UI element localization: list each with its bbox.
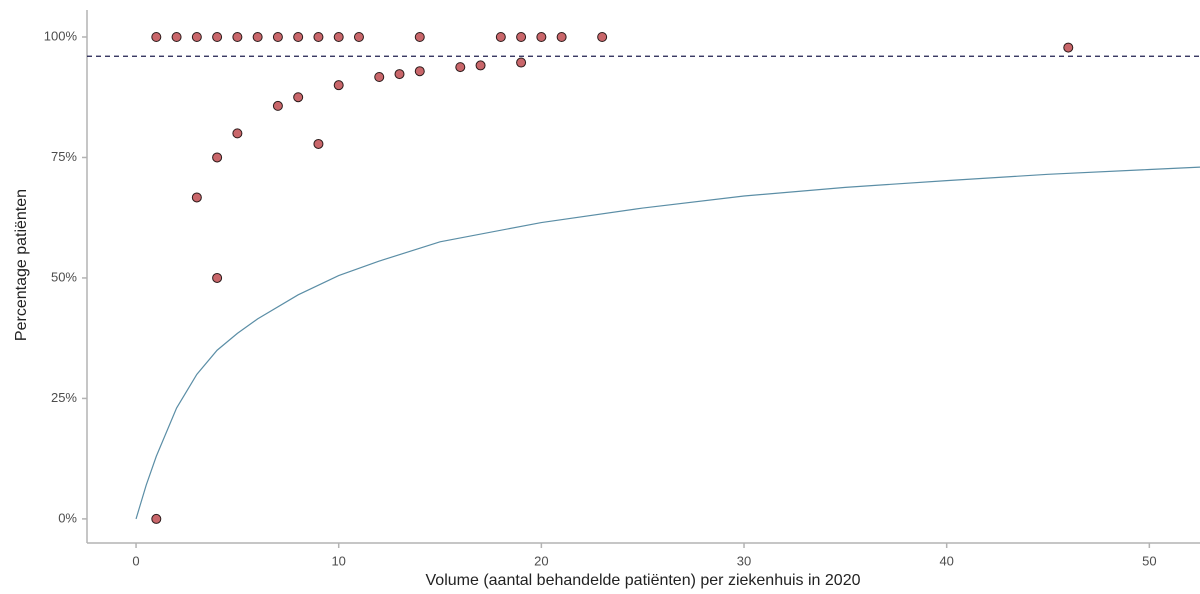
data-point <box>212 272 223 283</box>
data-point <box>212 152 223 163</box>
y-tick-label: 50% <box>51 269 77 284</box>
data-point <box>151 31 162 42</box>
data-point <box>597 31 608 42</box>
data-point <box>475 60 486 71</box>
data-point <box>191 192 202 203</box>
data-point <box>394 69 405 80</box>
x-tick-label: 30 <box>737 553 751 568</box>
x-tick-label: 50 <box>1142 553 1156 568</box>
data-point <box>1063 42 1074 53</box>
data-point <box>516 57 527 68</box>
data-point <box>272 100 283 111</box>
y-axis-title: Percentage patiënten <box>13 189 30 341</box>
x-axis-title: Volume (aantal behandelde patiënten) per… <box>426 572 861 589</box>
data-point <box>212 31 223 42</box>
data-point <box>333 31 344 42</box>
data-point <box>495 31 506 42</box>
y-tick-label: 25% <box>51 390 77 405</box>
data-point <box>232 128 243 139</box>
y-tick-label: 100% <box>44 28 78 43</box>
data-point <box>232 31 243 42</box>
data-point <box>455 62 466 73</box>
data-point <box>313 138 324 149</box>
data-point <box>313 31 324 42</box>
data-point <box>171 31 182 42</box>
x-tick-label: 40 <box>939 553 953 568</box>
y-tick-label: 0% <box>58 510 77 525</box>
curve <box>135 166 1200 520</box>
data-point <box>414 31 425 42</box>
data-point <box>536 31 547 42</box>
data-point <box>353 31 364 42</box>
data-point <box>191 31 202 42</box>
data-point <box>414 66 425 77</box>
data-point <box>272 31 283 42</box>
data-point <box>374 71 385 82</box>
data-point <box>293 92 304 103</box>
data-point <box>151 513 162 524</box>
y-tick-label: 75% <box>51 149 77 164</box>
x-tick-label: 20 <box>534 553 548 568</box>
data-point <box>252 31 263 42</box>
data-point <box>333 80 344 91</box>
x-tick-label: 0 <box>132 553 139 568</box>
x-tick-label: 10 <box>331 553 345 568</box>
data-point <box>516 31 527 42</box>
data-point <box>293 31 304 42</box>
data-point <box>556 31 567 42</box>
